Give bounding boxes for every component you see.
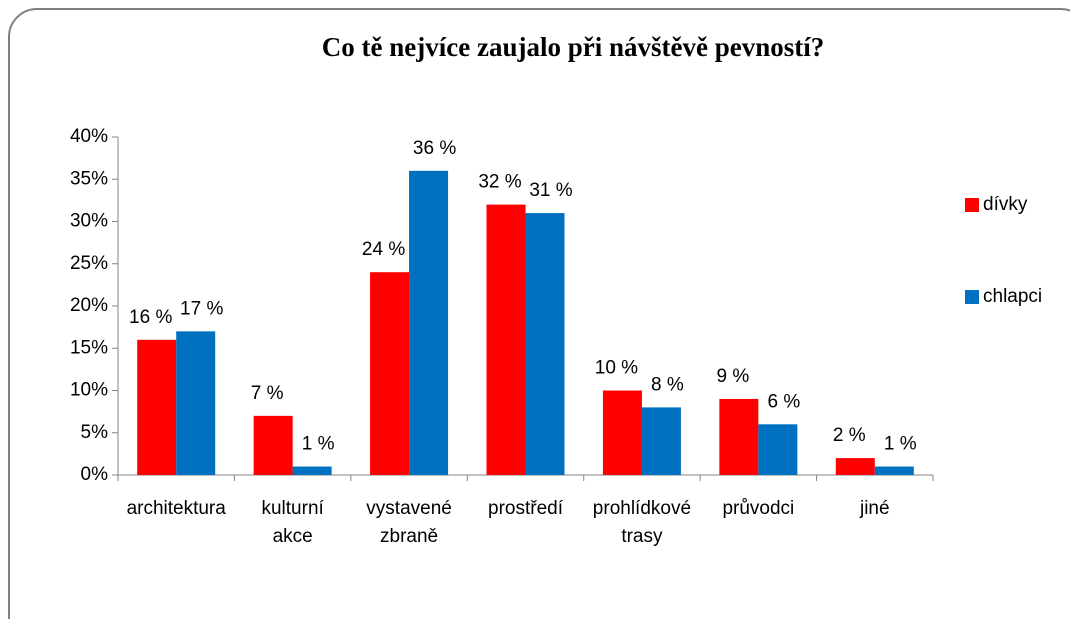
y-tick-label: 10%: [70, 380, 108, 401]
legend-swatch: [965, 198, 979, 212]
y-tick-label: 40%: [70, 126, 108, 147]
data-label: 17 %: [180, 298, 223, 319]
x-tick-label: architektura: [127, 498, 227, 519]
data-label: 36 %: [413, 138, 456, 159]
legend-label: chlapci: [983, 286, 1042, 307]
y-tick-label: 25%: [70, 253, 108, 274]
bar: [602, 390, 642, 475]
chart-title: Co tě nejvíce zaujalo při návštěvě pevno…: [322, 32, 824, 62]
bar: [409, 170, 449, 476]
data-label: 9 %: [716, 366, 749, 387]
data-label: 1 %: [884, 434, 917, 455]
data-label: 8 %: [651, 374, 684, 395]
x-tick-label: prohlídkové trasy: [593, 498, 691, 547]
data-label: 1 %: [302, 434, 335, 455]
bar: [176, 331, 216, 475]
x-tick-label: jiné: [859, 498, 890, 519]
y-tick-label: 0%: [81, 464, 109, 485]
bar: [874, 466, 914, 475]
bar: [758, 424, 798, 475]
bar: [253, 415, 293, 475]
data-label: 10 %: [595, 358, 638, 379]
y-tick-label: 20%: [70, 295, 108, 316]
data-label: 32 %: [478, 172, 521, 193]
bar: [719, 398, 759, 475]
data-label: 7 %: [251, 383, 284, 404]
bar: [137, 339, 177, 475]
bar: [370, 272, 410, 475]
y-tick-label: 30%: [70, 211, 108, 232]
y-tick-label: 35%: [70, 168, 108, 189]
bar: [525, 213, 565, 476]
x-tick-label: průvodci: [722, 498, 794, 519]
x-tick-label: prostředí: [488, 498, 564, 519]
data-label: 6 %: [767, 391, 800, 412]
bar: [292, 466, 332, 475]
y-tick-label: 5%: [81, 422, 109, 443]
legend-label: dívky: [983, 194, 1028, 215]
legend-swatch: [965, 290, 979, 304]
bar: [835, 458, 875, 475]
data-label: 16 %: [129, 307, 172, 328]
x-tick-label: vystavené zbraně: [366, 498, 452, 547]
y-tick-label: 15%: [70, 337, 108, 358]
bar: [641, 407, 681, 475]
x-tick-label: kulturní akce: [261, 498, 324, 547]
data-label: 2 %: [833, 425, 866, 446]
data-label: 24 %: [362, 239, 405, 260]
bar: [486, 204, 526, 475]
data-label: 31 %: [529, 180, 572, 201]
